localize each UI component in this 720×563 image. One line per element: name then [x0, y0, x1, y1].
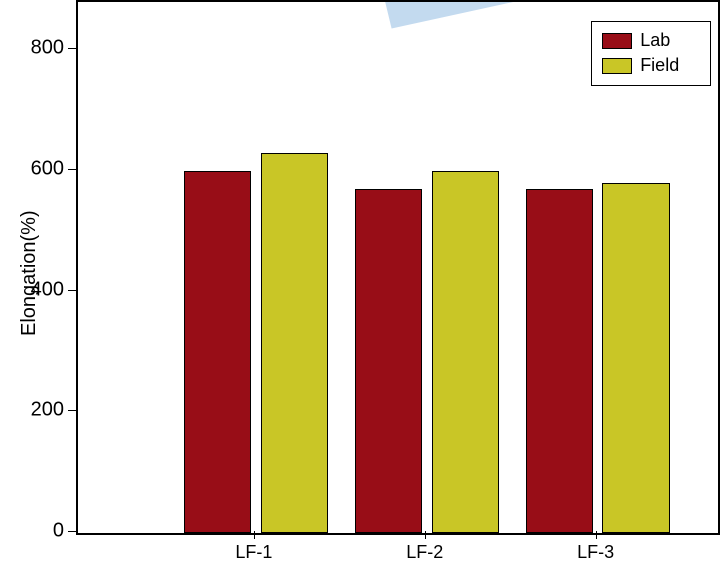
x-tick-label: LF-2 — [406, 542, 443, 563]
legend-swatch — [602, 58, 632, 74]
y-tick-label: 400 — [0, 278, 64, 301]
y-tick-label: 800 — [0, 37, 64, 60]
y-tick-label: 200 — [0, 399, 64, 422]
y-tick — [68, 48, 76, 49]
y-tick — [68, 410, 76, 411]
legend-swatch — [602, 33, 632, 49]
x-tick-label: LF-1 — [235, 542, 272, 563]
x-tick — [596, 531, 597, 539]
y-tick — [68, 531, 76, 532]
bar-chart: Elongation(%) LabField 0200400600800LF-1… — [0, 0, 720, 559]
x-tick — [425, 531, 426, 539]
legend-label: Field — [640, 53, 679, 78]
y-tick-label: 600 — [0, 157, 64, 180]
legend: LabField — [591, 21, 711, 85]
y-tick-label: 0 — [0, 520, 64, 543]
x-tick-label: LF-3 — [577, 542, 614, 563]
y-axis-label: Elongation(%) — [18, 210, 41, 336]
x-tick — [254, 531, 255, 539]
y-tick — [68, 290, 76, 291]
legend-item: Lab — [602, 28, 700, 53]
legend-label: Lab — [640, 28, 670, 53]
legend-item: Field — [602, 53, 700, 78]
y-tick — [68, 169, 76, 170]
